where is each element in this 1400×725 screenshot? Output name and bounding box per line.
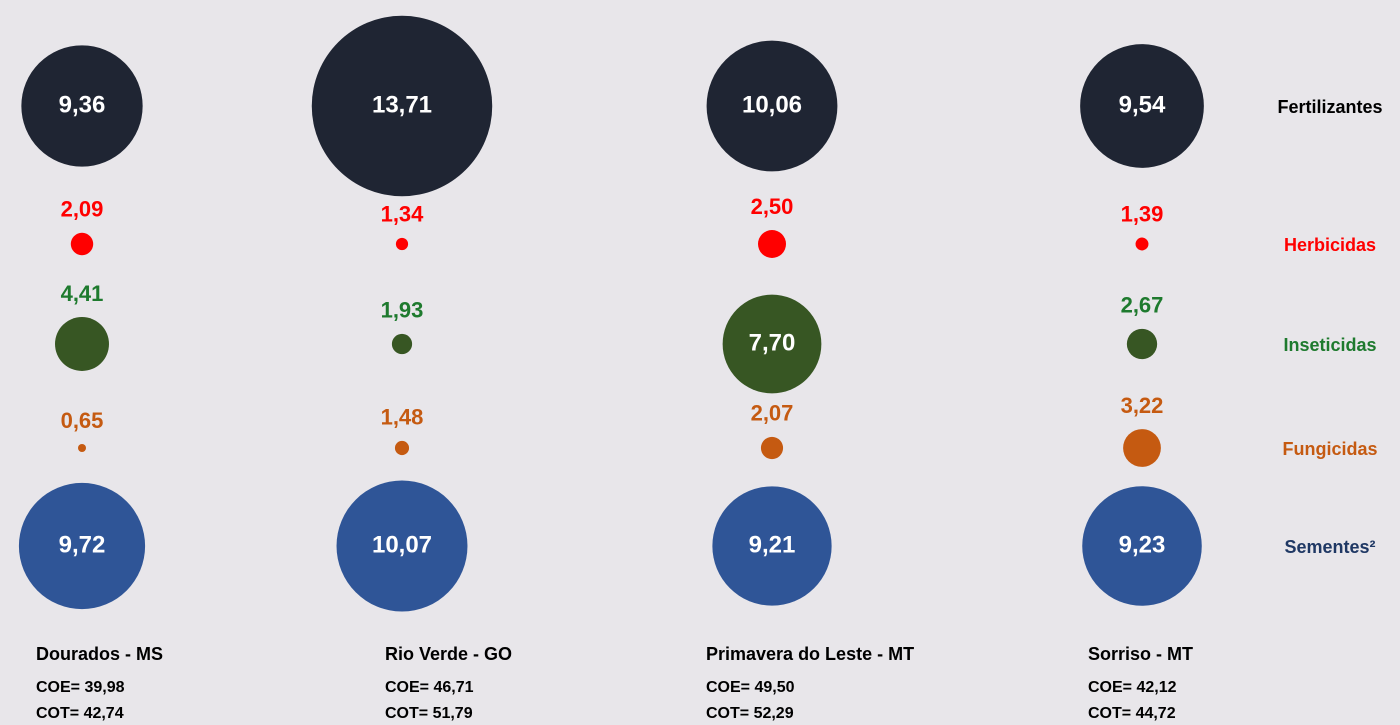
bubble [391, 333, 413, 355]
bubble [1135, 237, 1149, 251]
bubble [336, 480, 468, 612]
bubble [760, 436, 784, 460]
bubble [1080, 44, 1204, 168]
coe-label: COE= 42,12 [1088, 679, 1177, 696]
value-label: 1,39 [1121, 201, 1164, 226]
bubble [758, 230, 786, 258]
value-label: 2,07 [751, 401, 794, 426]
value-label: 9,21 [749, 531, 796, 558]
bubble [712, 486, 832, 606]
location-label: Sorriso - MT [1088, 644, 1193, 664]
value-label: 4,41 [61, 281, 104, 306]
value-label: 9,54 [1119, 91, 1166, 118]
cot-label: COT= 42,74 [36, 705, 124, 722]
value-label: 1,93 [381, 298, 424, 323]
bubble [706, 40, 838, 172]
bubble [1123, 429, 1161, 467]
value-label: 9,23 [1119, 531, 1166, 558]
legend-label: Herbicidas [1284, 235, 1376, 255]
bubble [78, 444, 86, 452]
legend-label: Inseticidas [1283, 335, 1376, 355]
bubble [21, 45, 143, 167]
bubble [1082, 486, 1202, 606]
value-label: 3,22 [1121, 393, 1164, 418]
coe-label: COE= 46,71 [385, 679, 474, 696]
legend-label: Fungicidas [1282, 439, 1377, 459]
value-label: 2,50 [751, 194, 794, 219]
legend-label: Fertilizantes [1277, 97, 1382, 117]
value-label: 9,36 [59, 91, 106, 118]
bubble [55, 317, 109, 371]
value-label: 9,72 [59, 531, 106, 558]
value-label: 10,07 [372, 531, 432, 558]
cot-label: COT= 51,79 [385, 705, 473, 722]
value-label: 10,06 [742, 91, 802, 118]
value-label: 0,65 [61, 408, 104, 433]
location-label: Primavera do Leste - MT [706, 644, 914, 664]
bubble [70, 232, 94, 256]
cot-label: COT= 44,72 [1088, 705, 1176, 722]
bubble [311, 15, 493, 197]
bubble [1126, 328, 1158, 360]
coe-label: COE= 39,98 [36, 679, 125, 696]
value-label: 2,09 [61, 197, 104, 222]
value-label: 2,67 [1121, 293, 1164, 318]
bubble [394, 440, 410, 456]
bubble [395, 237, 409, 251]
bubble [722, 294, 822, 394]
value-label: 13,71 [372, 91, 432, 118]
bubble [18, 482, 146, 610]
coe-label: COE= 49,50 [706, 679, 795, 696]
value-label: 7,70 [749, 329, 796, 356]
value-label: 1,34 [381, 202, 425, 227]
legend-label: Sementes² [1284, 537, 1375, 557]
location-label: Rio Verde - GO [385, 644, 512, 664]
cot-label: COT= 52,29 [706, 705, 794, 722]
location-label: Dourados - MS [36, 644, 163, 664]
value-label: 1,48 [381, 405, 424, 430]
